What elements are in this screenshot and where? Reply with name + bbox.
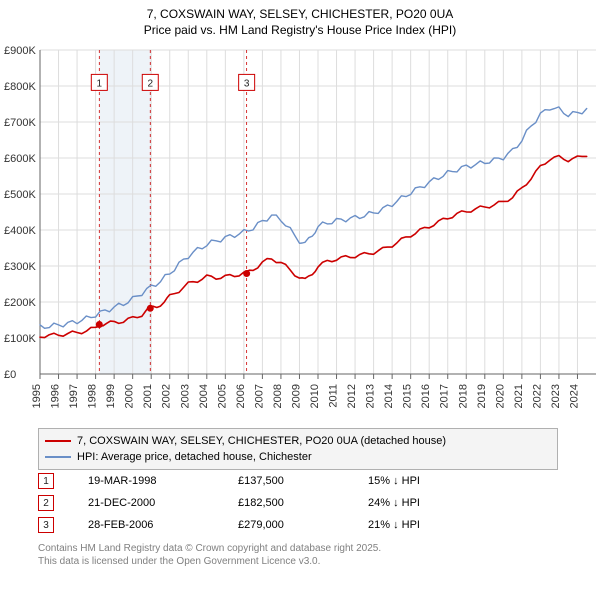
xtick-label: 2020 [494, 384, 506, 408]
xtick-label: 2000 [124, 384, 136, 408]
legend-label: HPI: Average price, detached house, Chic… [77, 451, 312, 463]
sale-diff: 24% ↓ HPI [368, 497, 488, 509]
xtick-label: 2019 [476, 384, 488, 408]
xtick-label: 1998 [87, 384, 99, 408]
ytick-label: £100K [4, 333, 36, 345]
ytick-label: £900K [4, 46, 36, 57]
xtick-label: 2022 [531, 384, 543, 408]
xtick-label: 2016 [420, 384, 432, 408]
sale-diff: 15% ↓ HPI [368, 475, 488, 487]
xtick-label: 2011 [328, 384, 340, 408]
sale-row: 3 28-FEB-2006£279,00021% ↓ HPI [38, 514, 558, 536]
ytick-label: £200K [4, 297, 36, 309]
sale-number-box: 3 [38, 517, 54, 533]
sale-dot [96, 321, 103, 328]
sale-row: 1 19-MAR-1998£137,50015% ↓ HPI [38, 470, 558, 492]
sale-diff: 21% ↓ HPI [368, 519, 488, 531]
xtick-label: 2017 [439, 384, 451, 408]
sale-marker-number: 2 [147, 78, 153, 89]
ytick-label: £300K [4, 261, 36, 273]
chart: £0 £100K £200K £300K £400K £500K £600K £700K £80… [4, 46, 596, 424]
xtick-label: 2004 [198, 384, 210, 408]
xtick-label: 1996 [50, 384, 62, 408]
sale-price: £279,000 [238, 519, 368, 531]
ytick-label: £400K [4, 225, 36, 237]
xtick-label: 1995 [31, 384, 43, 408]
sale-number-box: 1 [38, 473, 54, 489]
sale-number-box: 2 [38, 495, 54, 511]
sale-dot [147, 305, 154, 312]
sales-table: 1 19-MAR-1998£137,50015% ↓ HPI 2 21-DEC-200… [38, 470, 558, 536]
title-line2: Price paid vs. HM Land Registry's House … [0, 22, 600, 38]
xtick-label: 2005 [216, 384, 228, 408]
legend-label: 7, COXSWAIN WAY, SELSEY, CHICHESTER, PO2… [77, 435, 446, 447]
xtick-label: 2013 [365, 384, 377, 408]
xtick-label: 2009 [290, 384, 302, 408]
legend-row: 7, COXSWAIN WAY, SELSEY, CHICHESTER, PO2… [45, 433, 551, 449]
xtick-label: 2012 [346, 384, 358, 408]
xtick-label: 2006 [235, 384, 247, 408]
footer: Contains HM Land Registry data © Crown c… [38, 542, 381, 568]
xtick-label: 2021 [513, 384, 525, 408]
xtick-label: 2015 [402, 384, 414, 408]
xtick-label: 2018 [457, 384, 469, 408]
legend-row: HPI: Average price, detached house, Chic… [45, 449, 551, 465]
xtick-label: 1999 [105, 384, 117, 408]
sale-dot [243, 270, 250, 277]
ytick-label: £0 [4, 369, 16, 381]
ytick-label: £700K [4, 117, 36, 129]
xtick-label: 2014 [383, 384, 395, 408]
xtick-label: 2001 [142, 384, 154, 408]
ytick-label: £600K [4, 153, 36, 165]
xtick-label: 2003 [179, 384, 191, 408]
xtick-label: 1997 [68, 384, 80, 408]
xtick-label: 2010 [309, 384, 321, 408]
sale-date: 19-MAR-1998 [88, 475, 238, 487]
footer-line1: Contains HM Land Registry data © Crown c… [38, 542, 381, 555]
xtick-label: 2024 [568, 384, 580, 408]
legend: 7, COXSWAIN WAY, SELSEY, CHICHESTER, PO2… [38, 428, 558, 470]
xtick-label: 2008 [272, 384, 284, 408]
sale-date: 28-FEB-2006 [88, 519, 238, 531]
title-line1: 7, COXSWAIN WAY, SELSEY, CHICHESTER, PO2… [0, 6, 600, 22]
footer-line2: This data is licensed under the Open Gov… [38, 555, 381, 568]
xtick-label: 2023 [550, 384, 562, 408]
sale-row: 2 21-DEC-2000£182,50024% ↓ HPI [38, 492, 558, 514]
sale-marker-number: 3 [244, 78, 250, 89]
sale-price: £182,500 [238, 497, 368, 509]
ytick-label: £800K [4, 81, 36, 93]
legend-swatch [45, 456, 71, 458]
sale-marker-number: 1 [97, 78, 103, 89]
chart-svg: £0 £100K £200K £300K £400K £500K £600K £700K £80… [4, 46, 596, 424]
sale-date: 21-DEC-2000 [88, 497, 238, 509]
legend-swatch [45, 440, 71, 442]
chart-title: 7, COXSWAIN WAY, SELSEY, CHICHESTER, PO2… [0, 0, 600, 38]
xtick-label: 2007 [253, 384, 265, 408]
ytick-label: £500K [4, 189, 36, 201]
sale-price: £137,500 [238, 475, 368, 487]
xtick-label: 2002 [161, 384, 173, 408]
